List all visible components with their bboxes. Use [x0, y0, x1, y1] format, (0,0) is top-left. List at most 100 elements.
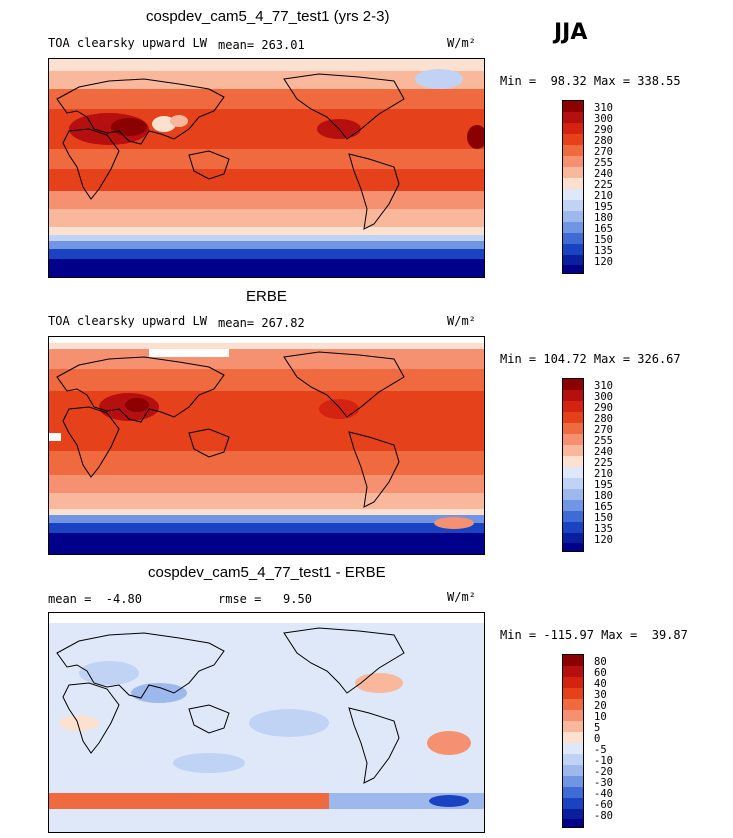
panel2-units: W/m² [447, 314, 476, 328]
colorbar-swatch [563, 721, 583, 732]
colorbar-level: 225 [594, 179, 613, 191]
season-label: JJA [554, 20, 588, 45]
panel1-variable-label: TOA clearsky upward LW [48, 36, 207, 50]
colorbar-level: 60 [594, 667, 607, 679]
panel3-rmse: rmse = 9.50 [218, 592, 312, 606]
panel2-variable-label: TOA clearsky upward LW [48, 314, 207, 328]
colorbar-level: 30 [594, 689, 607, 701]
panel1-colorbar [562, 100, 584, 274]
colorbar-level: -10 [594, 755, 613, 767]
panel3-colorbar [562, 654, 584, 828]
colorbar-level: 300 [594, 113, 613, 125]
colorbar-level: 135 [594, 245, 613, 257]
panel1-mean: mean= 263.01 [218, 38, 305, 52]
colorbar-swatch [563, 765, 583, 776]
panel3-minmax: Min = -115.97 Max = 39.87 [500, 628, 688, 642]
colorbar-swatch [563, 445, 583, 456]
colorbar-swatch [563, 666, 583, 677]
colorbar-swatch [563, 222, 583, 233]
panel3-title: cospdev_cam5_4_77_test1 - ERBE [148, 564, 386, 581]
colorbar-swatch [563, 677, 583, 688]
colorbar-level: 290 [594, 402, 613, 414]
panel1-minmax: Min = 98.32 Max = 338.55 [500, 74, 681, 88]
colorbar-level: 120 [594, 534, 613, 546]
colorbar-swatch [563, 390, 583, 401]
colorbar-swatch [563, 699, 583, 710]
colorbar-swatch [563, 543, 583, 551]
panel1-title: cospdev_cam5_4_77_test1 (yrs 2-3) [146, 8, 390, 25]
colorbar-swatch [563, 233, 583, 244]
colorbar-swatch [563, 456, 583, 467]
colorbar-level: 150 [594, 234, 613, 246]
colorbar-level: 5 [594, 722, 601, 734]
colorbar-level: 180 [594, 212, 613, 224]
colorbar-swatch [563, 401, 583, 412]
colorbar-level: 210 [594, 190, 613, 202]
colorbar-level: 255 [594, 157, 613, 169]
colorbar-level: 195 [594, 479, 613, 491]
colorbar-level: 195 [594, 201, 613, 213]
colorbar-swatch [563, 732, 583, 743]
colorbar-swatch [563, 412, 583, 423]
panel3-map [48, 612, 485, 833]
colorbar-level: 0 [594, 733, 601, 745]
colorbar-level: 165 [594, 223, 613, 235]
panel3-units: W/m² [447, 590, 476, 604]
colorbar-swatch [563, 200, 583, 211]
colorbar-swatch [563, 688, 583, 699]
colorbar-level: 280 [594, 413, 613, 425]
panel3-mean: mean = -4.80 [48, 592, 142, 606]
colorbar-level: 310 [594, 102, 613, 114]
colorbar-level: 290 [594, 124, 613, 136]
colorbar-swatch [563, 101, 583, 112]
colorbar-swatch [563, 244, 583, 255]
colorbar-level: 165 [594, 501, 613, 513]
colorbar-swatch [563, 211, 583, 222]
colorbar-level: -80 [594, 810, 613, 822]
panel2-minmax: Min = 104.72 Max = 326.67 [500, 352, 681, 366]
colorbar-level: 40 [594, 678, 607, 690]
colorbar-level: 180 [594, 490, 613, 502]
colorbar-swatch [563, 809, 583, 819]
colorbar-level: 240 [594, 446, 613, 458]
colorbar-swatch [563, 265, 583, 273]
colorbar-level: 135 [594, 523, 613, 535]
colorbar-level: -30 [594, 777, 613, 789]
colorbar-swatch [563, 710, 583, 721]
colorbar-level: 240 [594, 168, 613, 180]
panel2-map [48, 336, 485, 555]
colorbar-swatch [563, 787, 583, 798]
panel2-title: ERBE [246, 288, 287, 305]
colorbar-level: 80 [594, 656, 607, 668]
colorbar-swatch [563, 423, 583, 434]
colorbar-level: 280 [594, 135, 613, 147]
colorbar-swatch [563, 434, 583, 445]
colorbar-swatch [563, 819, 583, 827]
colorbar-swatch [563, 489, 583, 500]
panel1-units: W/m² [447, 36, 476, 50]
colorbar-level: 120 [594, 256, 613, 268]
colorbar-swatch [563, 533, 583, 543]
panel1-map [48, 58, 485, 278]
colorbar-swatch [563, 655, 583, 666]
colorbar-level: 150 [594, 512, 613, 524]
colorbar-level: 210 [594, 468, 613, 480]
panel2-colorbar [562, 378, 584, 552]
colorbar-swatch [563, 178, 583, 189]
colorbar-swatch [563, 379, 583, 390]
colorbar-swatch [563, 156, 583, 167]
colorbar-swatch [563, 145, 583, 156]
colorbar-swatch [563, 522, 583, 533]
colorbar-swatch [563, 134, 583, 145]
colorbar-level: 10 [594, 711, 607, 723]
panel2-mean: mean= 267.82 [218, 316, 305, 330]
colorbar-level: -60 [594, 799, 613, 811]
colorbar-level: -5 [594, 744, 607, 756]
colorbar-level: 270 [594, 146, 613, 158]
colorbar-level: 310 [594, 380, 613, 392]
colorbar-level: 300 [594, 391, 613, 403]
colorbar-swatch [563, 467, 583, 478]
colorbar-level: -20 [594, 766, 613, 778]
colorbar-swatch [563, 743, 583, 754]
colorbar-swatch [563, 500, 583, 511]
